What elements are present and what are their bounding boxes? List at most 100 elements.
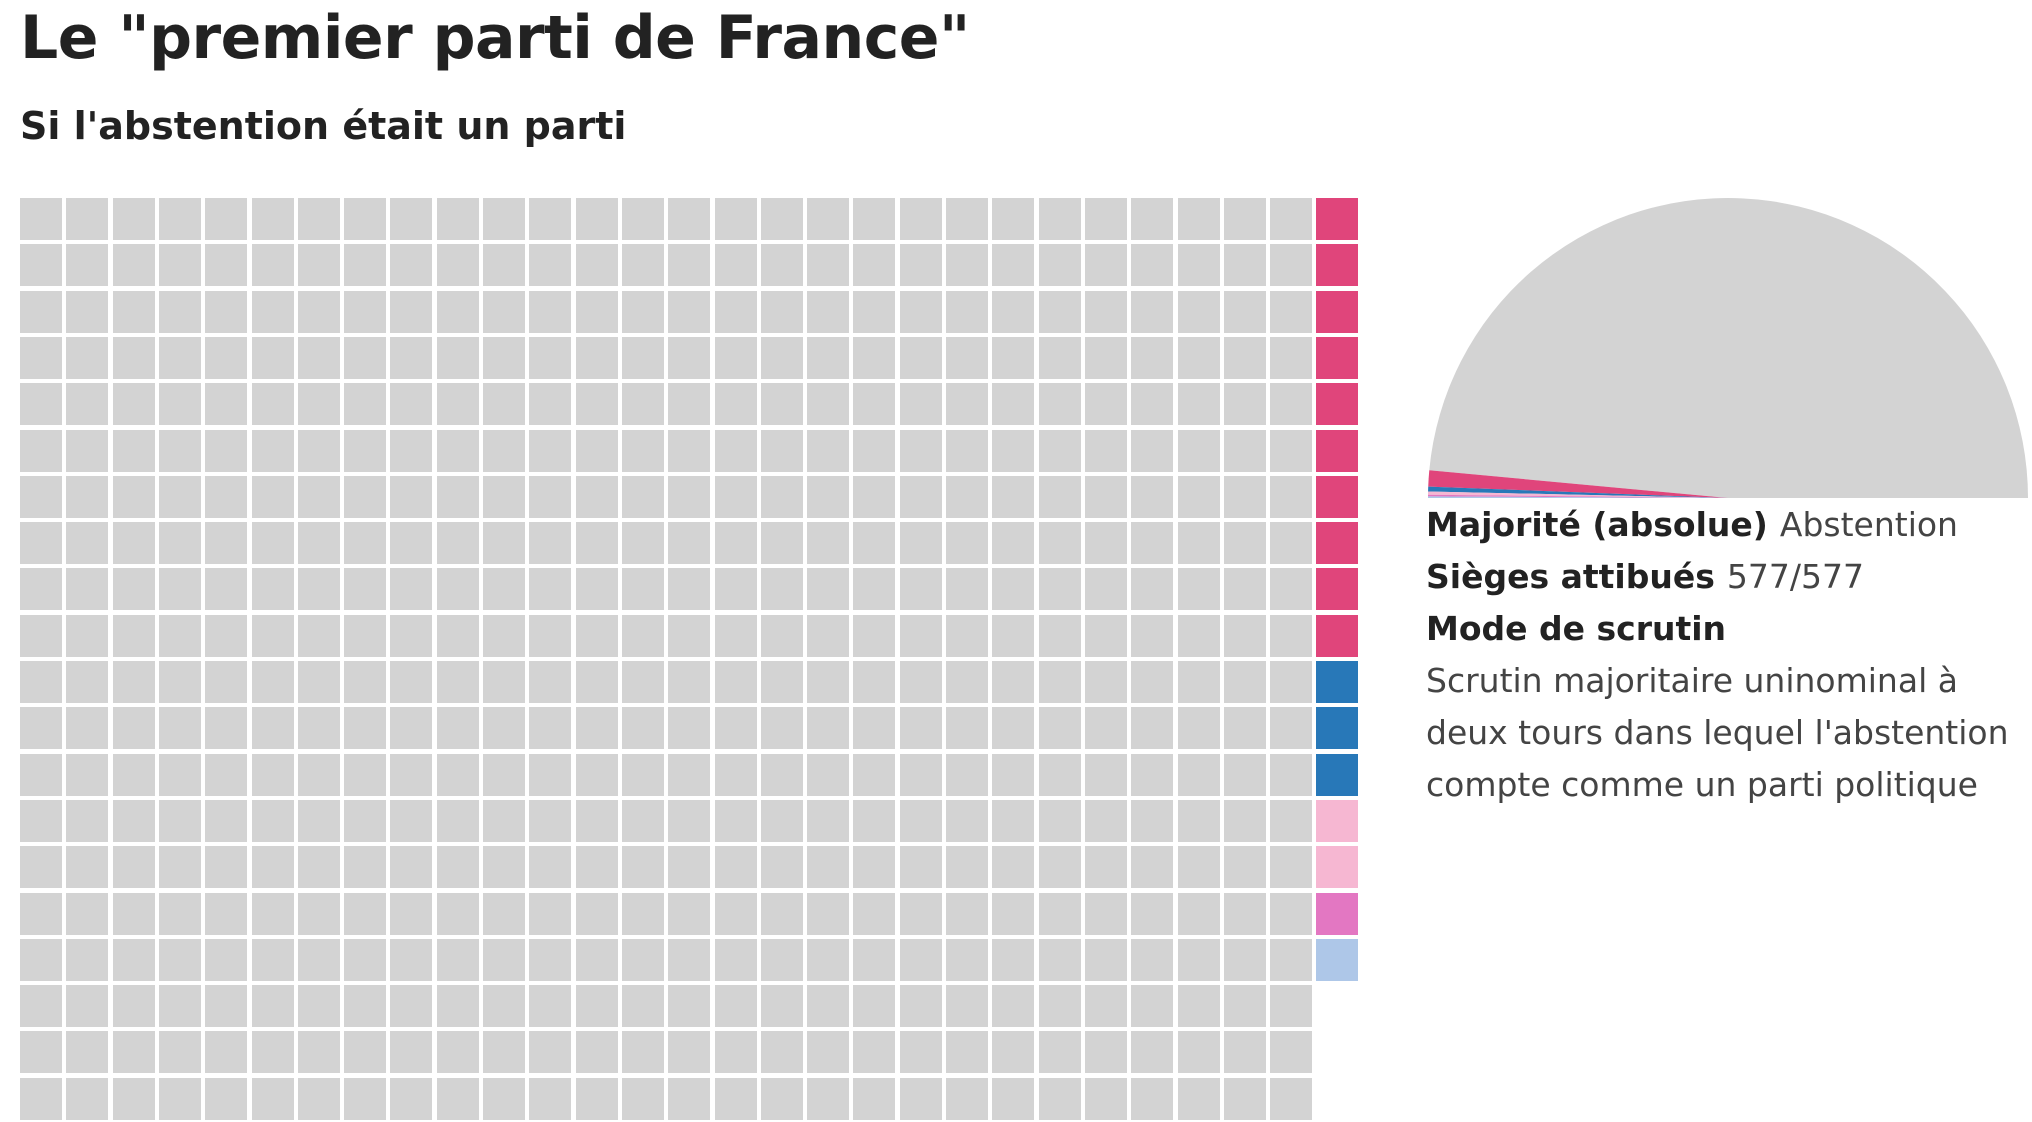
abstention-seat-420 xyxy=(992,198,1035,240)
abstention-seat-185 xyxy=(436,429,479,472)
party-seat-16 xyxy=(1316,938,1359,981)
abstention-seat-310 xyxy=(714,661,757,703)
abstention-seat-237 xyxy=(529,985,572,1028)
hemicycle-slice-3 xyxy=(1428,491,1728,498)
abstention-seat-312 xyxy=(714,753,757,796)
abstention-seat-416 xyxy=(946,938,988,981)
abstention-seat-496 xyxy=(1131,938,1174,981)
abstention-seat-160 xyxy=(390,198,433,240)
abstention-seat-307 xyxy=(714,522,757,565)
abstention-seat-139 xyxy=(297,1077,340,1120)
party-seat-8 xyxy=(1316,568,1359,611)
abstention-seat-527 xyxy=(1223,522,1266,565)
abstention-seat-255 xyxy=(575,892,618,935)
abstention-seat-100 xyxy=(251,198,294,240)
abstention-seat-197 xyxy=(436,985,479,1028)
abstention-seat-215 xyxy=(483,892,525,935)
abstention-seat-244 xyxy=(575,383,618,426)
abstention-seat-455 xyxy=(1038,892,1081,935)
abstention-seat-159 xyxy=(344,1077,387,1120)
abstention-seat-81 xyxy=(205,244,248,287)
abstention-seat-385 xyxy=(899,429,942,472)
abstention-seat-510 xyxy=(1177,661,1220,703)
abstention-seat-284 xyxy=(668,383,711,426)
party-seat-14 xyxy=(1316,846,1359,889)
abstention-seat-412 xyxy=(946,753,988,796)
abstention-seat-171 xyxy=(390,707,433,750)
party-seat-9 xyxy=(1316,614,1359,657)
abstention-seat-546 xyxy=(1270,475,1313,518)
abstention-seat-37 xyxy=(66,985,109,1028)
abstention-seat-279 xyxy=(621,1077,664,1120)
abstention-seat-34 xyxy=(66,846,109,889)
abstention-seat-52 xyxy=(112,753,155,796)
abstention-seat-66 xyxy=(158,475,201,518)
abstention-seat-130 xyxy=(297,661,340,703)
abstention-seat-198 xyxy=(436,1031,479,1074)
abstention-seat-366 xyxy=(853,475,896,518)
abstention-seat-449 xyxy=(1038,614,1081,657)
abstention-seat-68 xyxy=(158,568,201,611)
abstention-seat-373 xyxy=(853,799,896,842)
abstention-seat-274 xyxy=(621,846,664,889)
abstention-seat-7 xyxy=(20,522,62,565)
majority-row: Majorité (absolue) Abstention xyxy=(1426,499,2030,551)
abstention-seat-383 xyxy=(899,336,942,379)
abstention-seat-428 xyxy=(992,568,1035,611)
abstention-seat-18 xyxy=(20,1031,62,1074)
abstention-seat-141 xyxy=(344,244,387,287)
abstention-seat-80 xyxy=(205,198,248,240)
abstention-seat-222 xyxy=(529,290,572,333)
abstention-seat-31 xyxy=(66,707,109,750)
abstention-seat-229 xyxy=(529,614,572,657)
abstention-seat-200 xyxy=(483,198,525,240)
abstention-seat-151 xyxy=(344,707,387,750)
abstention-seat-518 xyxy=(1177,1031,1220,1074)
abstention-seat-497 xyxy=(1131,985,1174,1028)
abstention-seat-205 xyxy=(483,429,525,472)
abstention-seat-548 xyxy=(1270,568,1313,611)
abstention-seat-27 xyxy=(66,522,109,565)
abstention-seat-143 xyxy=(344,336,387,379)
abstention-seat-351 xyxy=(807,707,850,750)
abstention-seat-434 xyxy=(992,846,1035,889)
abstention-seat-330 xyxy=(760,661,803,703)
party-seat-13 xyxy=(1316,799,1359,842)
abstention-seat-170 xyxy=(390,661,433,703)
abstention-seat-507 xyxy=(1177,522,1220,565)
party-seat-1 xyxy=(1316,244,1359,287)
abstention-seat-474 xyxy=(1084,846,1127,889)
abstention-seat-298 xyxy=(668,1031,711,1074)
abstention-seat-277 xyxy=(621,985,664,1028)
abstention-seat-464 xyxy=(1084,383,1127,426)
abstention-seat-478 xyxy=(1084,1031,1127,1074)
party-seat-11 xyxy=(1316,707,1359,750)
abstention-seat-253 xyxy=(575,799,618,842)
party-seat-12 xyxy=(1316,753,1359,796)
abstention-seat-208 xyxy=(483,568,525,611)
abstention-seat-212 xyxy=(483,753,525,796)
abstention-seat-513 xyxy=(1177,799,1220,842)
abstention-seat-552 xyxy=(1270,753,1313,796)
abstention-seat-61 xyxy=(158,244,201,287)
abstention-seat-188 xyxy=(436,568,479,611)
abstention-seat-90 xyxy=(205,661,248,703)
abstention-seat-87 xyxy=(205,522,248,565)
abstention-seat-264 xyxy=(621,383,664,426)
abstention-seat-241 xyxy=(575,244,618,287)
abstention-seat-458 xyxy=(1038,1031,1081,1074)
abstention-seat-415 xyxy=(946,892,988,935)
party-seat-0 xyxy=(1316,198,1359,240)
abstention-seat-175 xyxy=(390,892,433,935)
abstention-seat-468 xyxy=(1084,568,1127,611)
abstention-seat-295 xyxy=(668,892,711,935)
abstention-seat-46 xyxy=(112,475,155,518)
abstention-seat-491 xyxy=(1131,707,1174,750)
abstention-seat-319 xyxy=(714,1077,757,1120)
abstention-seat-156 xyxy=(344,938,387,981)
waffle-chart xyxy=(20,198,1361,1122)
abstention-seat-544 xyxy=(1270,383,1313,426)
abstention-seat-424 xyxy=(992,383,1035,426)
abstention-seat-114 xyxy=(251,846,294,889)
abstention-seat-311 xyxy=(714,707,757,750)
